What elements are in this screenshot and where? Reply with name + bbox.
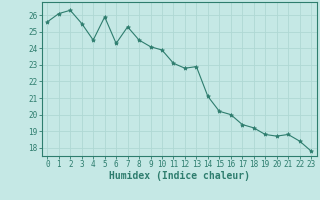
- X-axis label: Humidex (Indice chaleur): Humidex (Indice chaleur): [109, 171, 250, 181]
